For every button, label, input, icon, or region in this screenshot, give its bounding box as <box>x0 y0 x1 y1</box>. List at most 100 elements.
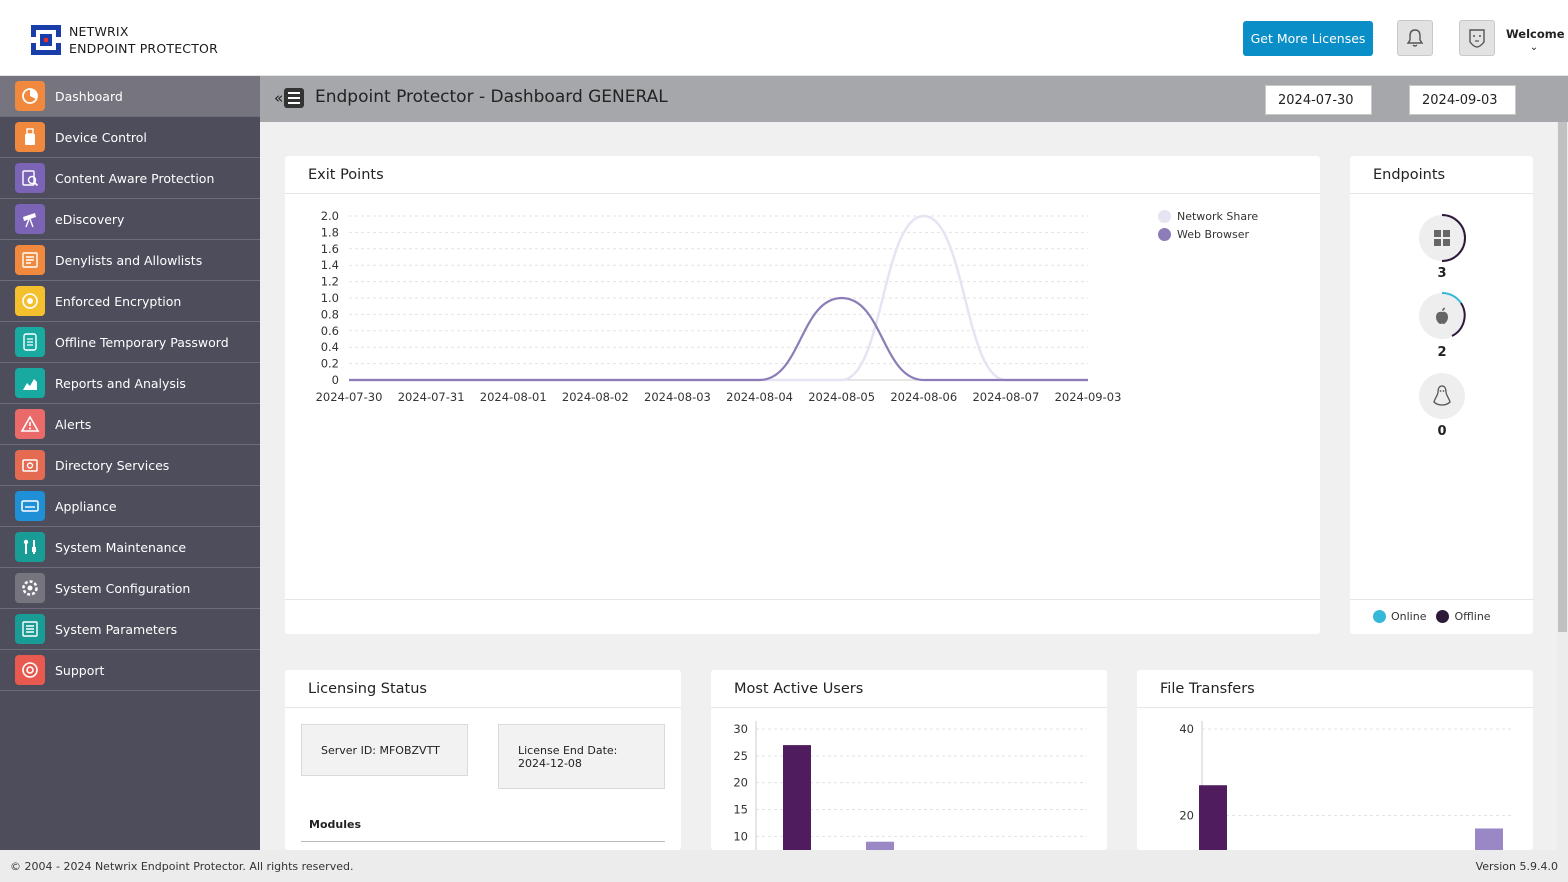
modules-label: Modules <box>309 818 361 831</box>
endpoints-card: Endpoints 3 2 0 Online Offline <box>1350 156 1533 634</box>
date-from-input[interactable] <box>1265 85 1372 115</box>
welcome-label: Welcome <box>1506 27 1565 41</box>
sidebar-item-device-control[interactable]: Device Control <box>0 117 260 158</box>
support-icon <box>15 655 45 685</box>
x-tick-label: 2024-07-30 <box>316 390 383 404</box>
endpoint-mac-ring <box>1441 291 1466 337</box>
encryption-icon <box>15 286 45 316</box>
y-tick-label: 10 <box>733 829 748 843</box>
password-icon <box>15 327 45 357</box>
chevron-down-icon: ⌄ <box>1529 42 1539 53</box>
sidebar-collapse-button[interactable]: « <box>274 88 305 108</box>
sidebar-item-system-configuration[interactable]: System Configuration <box>0 568 260 609</box>
tools-icon <box>15 532 45 562</box>
date-to-input[interactable] <box>1409 85 1516 115</box>
legend-swatch <box>1436 610 1450 623</box>
card-divider <box>1350 599 1533 600</box>
file-transfers-card: File Transfers 20 40 <box>1137 670 1533 850</box>
parameters-icon <box>15 614 45 644</box>
legend-label: Web Browser <box>1177 228 1250 241</box>
endpoint-windows-ring <box>1441 214 1466 262</box>
welcome-menu[interactable]: Welcome ⌄ <box>1506 27 1565 53</box>
sidebar-item-label: Directory Services <box>55 457 170 473</box>
y-tick-label: 1.8 <box>321 225 339 239</box>
endpoint-linux[interactable] <box>1419 373 1465 419</box>
license-end-box: License End Date: 2024-12-08 <box>498 724 665 789</box>
sidebar-item-offline-temporary-password[interactable]: Offline Temporary Password <box>0 322 260 363</box>
sidebar-item-label: Support <box>55 662 105 678</box>
sidebar-item-label: eDiscovery <box>55 211 125 227</box>
sidebar-item-support[interactable]: Support <box>0 650 260 691</box>
legend-swatch <box>1373 610 1386 623</box>
alert-icon <box>15 409 45 439</box>
exit-points-chart: 0 0.2 0.4 0.6 0.8 1.0 1.2 1.4 1.6 1.8 2.0 2024-07-3… <box>316 209 1122 404</box>
sidebar-item-denylists-and-allowlists[interactable]: Denylists and Allowlists <box>0 240 260 281</box>
linux-icon <box>1433 385 1451 406</box>
sidebar-item-content-aware-protection[interactable]: Content Aware Protection <box>0 158 260 199</box>
most-active-users-card: Most Active Users 51015202530 <box>711 670 1107 850</box>
file-transfers-title: File Transfers <box>1137 670 1533 708</box>
sidebar-item-ediscovery[interactable]: eDiscovery <box>0 199 260 240</box>
sidebar-item-label: System Maintenance <box>55 539 187 555</box>
sidebar-item-alerts[interactable]: Alerts <box>0 404 260 445</box>
series-line-web-browser[interactable] <box>349 296 1088 382</box>
x-tick-label: 2024-08-03 <box>644 390 711 404</box>
x-tick-label: 2024-08-05 <box>808 390 875 404</box>
brand-name: NETWRIX <box>69 24 129 39</box>
y-tick-label: 0.6 <box>321 324 339 338</box>
usb-icon <box>15 122 45 152</box>
netwrix-logo-icon <box>31 25 61 55</box>
most-active-users-title: Most Active Users <box>711 670 1107 708</box>
sidebar-item-dashboard[interactable]: Dashboard <box>0 76 260 117</box>
sidebar-item-enforced-encryption[interactable]: Enforced Encryption <box>0 281 260 322</box>
page-title: Endpoint Protector - Dashboard GENERAL <box>315 87 668 107</box>
bar[interactable] <box>783 745 811 850</box>
scrollbar[interactable] <box>1557 122 1568 850</box>
sidebar-nav: Dashboard Device Control Content Aware Pro… <box>0 76 260 850</box>
sidebar-item-directory-services[interactable]: Directory Services <box>0 445 260 486</box>
legend-swatch <box>1158 210 1171 223</box>
endpoint-windows[interactable] <box>1419 215 1465 261</box>
sidebar-item-label: Dashboard <box>55 88 123 104</box>
dashboard-icon <box>15 81 45 111</box>
legend-web-browser[interactable]: Web Browser <box>1158 228 1258 241</box>
sidebar-item-label: Reports and Analysis <box>55 375 186 391</box>
y-tick-label: 0.8 <box>321 307 339 321</box>
netwrix-logo[interactable]: NETWRIX ENDPOINT PROTECTOR <box>31 23 218 57</box>
sidebar-item-label: Alerts <box>55 416 92 432</box>
scrollbar-thumb[interactable] <box>1558 122 1567 632</box>
sidebar-item-label: System Configuration <box>55 580 191 596</box>
x-tick-label: 2024-08-01 <box>480 390 547 404</box>
y-tick-label: 0 <box>332 373 339 387</box>
legend-offline[interactable]: Offline <box>1436 610 1491 623</box>
notifications-button[interactable] <box>1397 20 1433 56</box>
bar[interactable] <box>1199 785 1227 850</box>
x-tick-label: 2024-09-03 <box>1055 390 1122 404</box>
bar[interactable] <box>866 841 894 850</box>
sidebar-item-label: Enforced Encryption <box>55 293 182 309</box>
card-divider <box>285 599 1320 600</box>
user-avatar-button[interactable] <box>1459 20 1495 56</box>
y-tick-label: 1.0 <box>321 291 339 305</box>
get-more-licenses-button[interactable]: Get More Licenses <box>1243 21 1373 56</box>
endpoints-title: Endpoints <box>1350 156 1533 194</box>
legend-online[interactable]: Online <box>1373 610 1426 623</box>
exit-points-legend: Network Share Web Browser <box>1158 210 1258 246</box>
y-tick-label: 1.4 <box>321 258 339 272</box>
sidebar-item-appliance[interactable]: Appliance <box>0 486 260 527</box>
sidebar-item-system-maintenance[interactable]: System Maintenance <box>0 527 260 568</box>
copyright-text: © 2004 - 2024 Netwrix Endpoint Protector… <box>10 860 354 873</box>
endpoint-windows-count: 3 <box>1437 266 1447 281</box>
sidebar-item-label: Device Control <box>55 129 147 145</box>
x-tick-label: 2024-08-06 <box>890 390 957 404</box>
y-tick-label: 25 <box>733 749 748 763</box>
license-end-date: License End Date: 2024-12-08 <box>518 743 618 770</box>
page-title-bar: « Endpoint Protector - Dashboard GENERAL <box>260 76 1568 122</box>
x-tick-label: 2024-08-07 <box>972 390 1039 404</box>
sidebar-item-reports-and-analysis[interactable]: Reports and Analysis <box>0 363 260 404</box>
legend-network-share[interactable]: Network Share <box>1158 210 1258 223</box>
bar[interactable] <box>1475 828 1503 850</box>
sidebar-item-system-parameters[interactable]: System Parameters <box>0 609 260 650</box>
exit-points-title: Exit Points <box>285 156 1320 194</box>
brand-product: ENDPOINT PROTECTOR <box>69 41 218 56</box>
